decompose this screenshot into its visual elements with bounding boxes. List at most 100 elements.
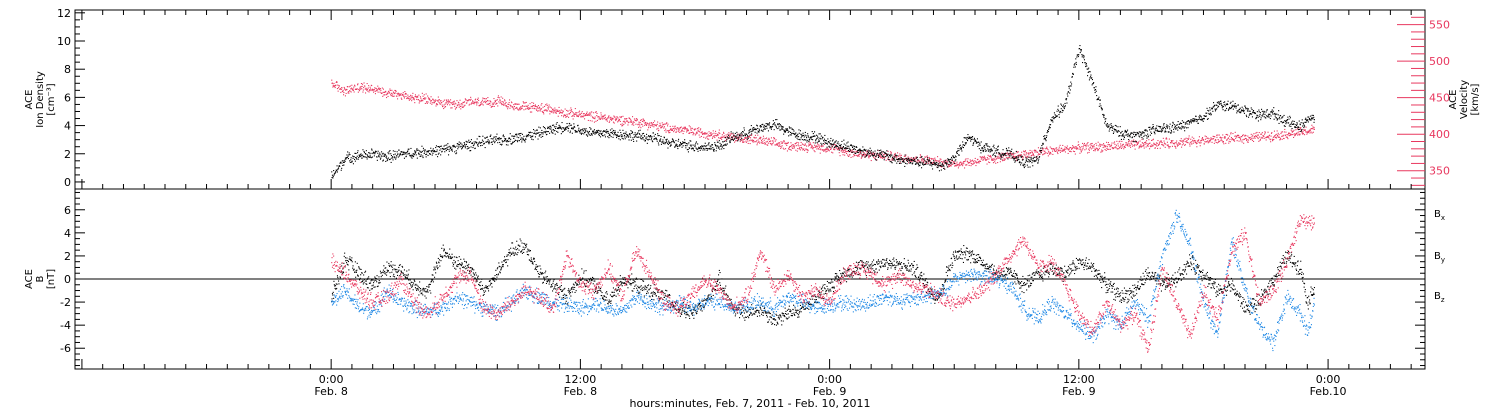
density-series-point [407, 150, 409, 152]
density-series-point [534, 132, 536, 134]
density-series-point [952, 155, 954, 157]
density-series-point [549, 125, 551, 127]
velocity-series-point [513, 104, 515, 106]
velocity-series-point [1155, 144, 1157, 146]
density-series-point [422, 147, 424, 149]
density-series-point [791, 132, 793, 134]
density-series-point [447, 146, 449, 148]
density-series-point [550, 131, 552, 133]
velocity-series-point [1181, 146, 1183, 148]
velocity-series-point [570, 110, 572, 112]
density-series-point [788, 131, 790, 133]
velocity-series-point [983, 158, 985, 160]
velocity-series-point [431, 102, 433, 104]
density-series-point [1088, 67, 1090, 69]
velocity-series-point [532, 107, 534, 109]
velocity-series-point [429, 99, 431, 101]
density-series-point [464, 143, 466, 145]
density-series-point [634, 136, 636, 138]
velocity-series-point [872, 152, 874, 154]
velocity-series-point [455, 103, 457, 105]
velocity-series-point [480, 103, 482, 105]
velocity-series-point [385, 94, 387, 96]
velocity-series-point [1043, 150, 1045, 152]
velocity-tick-label: 450 [1429, 92, 1450, 105]
density-series-point [531, 138, 533, 140]
density-series-point [1143, 135, 1145, 137]
velocity-tick-label: 350 [1429, 165, 1450, 178]
velocity-series-point [1221, 140, 1223, 142]
density-series-point [1169, 123, 1171, 125]
density-series-point [773, 129, 775, 131]
velocity-series-point [748, 135, 750, 137]
velocity-series-point [891, 159, 893, 161]
velocity-series-point [1151, 145, 1153, 147]
density-series-point [879, 150, 881, 152]
velocity-series-point [627, 120, 629, 122]
density-series-point [344, 160, 346, 162]
velocity-series-point [1104, 148, 1106, 150]
density-series-point [938, 165, 940, 167]
density-series-point [1197, 119, 1199, 121]
velocity-series-point [509, 99, 511, 101]
velocity-series-point [486, 100, 488, 102]
density-series-point [1209, 107, 1211, 109]
velocity-series-point [1025, 155, 1027, 157]
velocity-series-point [419, 96, 421, 98]
density-series-point [1205, 112, 1207, 114]
velocity-series-point [333, 85, 335, 87]
density-series-point [444, 144, 446, 146]
density-series-point [567, 130, 569, 132]
velocity-series-point [1098, 145, 1100, 147]
density-series-point [569, 123, 571, 125]
velocity-series-point [1159, 147, 1161, 149]
velocity-series-point [701, 131, 703, 133]
velocity-series-point [701, 132, 703, 134]
velocity-series-point [1068, 148, 1070, 150]
velocity-series-point [682, 127, 684, 129]
velocity-series-point [886, 153, 888, 155]
density-series-point [523, 135, 525, 137]
density-series-point [412, 153, 414, 155]
density-series-point [352, 157, 354, 159]
velocity-series-point [651, 122, 653, 124]
density-series-point [1205, 115, 1207, 117]
density-series-point [362, 154, 364, 156]
velocity-series-point [804, 144, 806, 146]
density-series-point [688, 142, 690, 144]
density-series-point [1091, 84, 1093, 86]
velocity-series-point [1131, 140, 1133, 142]
velocity-series-point [1146, 140, 1148, 142]
velocity-series-point [626, 118, 628, 120]
density-series-point [454, 151, 456, 153]
velocity-series-point [482, 104, 484, 106]
density-series-point [1104, 120, 1106, 122]
density-series-point [380, 155, 382, 157]
velocity-series-point [940, 158, 942, 160]
density-series-point [1023, 163, 1025, 165]
velocity-series-point [1261, 136, 1263, 138]
density-series-point [850, 144, 852, 146]
velocity-series-point [347, 92, 349, 94]
velocity-series-point [575, 112, 577, 114]
velocity-series-point [1273, 130, 1275, 132]
velocity-series-point [1221, 137, 1223, 139]
velocity-series-point [494, 100, 496, 102]
density-series-point [385, 160, 387, 162]
density-series-point [792, 132, 794, 134]
velocity-series-point [784, 142, 786, 144]
velocity-series-point [461, 103, 463, 105]
density-series-point [1119, 135, 1121, 137]
velocity-series-point [997, 155, 999, 157]
density-series-point [419, 150, 421, 152]
velocity-series-point [851, 150, 853, 152]
density-series-point [354, 158, 356, 160]
velocity-series-point [839, 148, 841, 150]
density-series-point [678, 138, 680, 140]
density-series-point [706, 148, 708, 150]
density-series-point [696, 148, 698, 150]
density-series-point [877, 156, 879, 158]
density-series-point [832, 144, 834, 146]
velocity-series-point [1160, 140, 1162, 142]
velocity-series-point [464, 101, 466, 103]
